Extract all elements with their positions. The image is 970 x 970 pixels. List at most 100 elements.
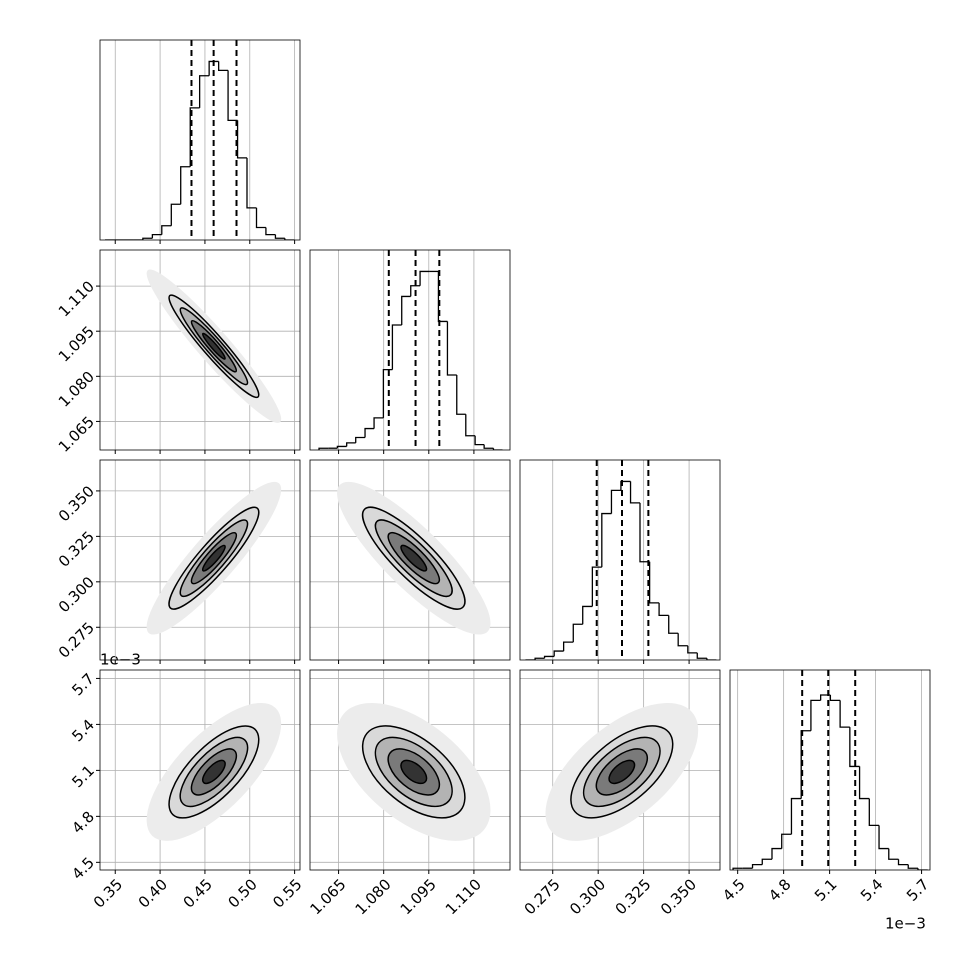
- histogram-bin: [336, 445, 347, 449]
- panel-frame: [99, 39, 301, 241]
- histogram-bin: [543, 655, 555, 659]
- panel: [100, 670, 300, 870]
- panel: [310, 670, 510, 870]
- histogram-bin: [668, 615, 679, 634]
- x-tick-label: 0.40: [135, 875, 171, 911]
- histogram-bin: [917, 868, 928, 870]
- histogram-bin: [572, 623, 583, 643]
- y-tick-label: 1.080: [55, 368, 98, 411]
- panel: [520, 670, 720, 870]
- contour: [201, 332, 226, 360]
- panel-frame: [99, 249, 301, 451]
- histogram-bin: [284, 238, 295, 240]
- histogram-bin: [274, 234, 285, 239]
- histogram-bin: [382, 368, 393, 418]
- panel: [105, 40, 296, 240]
- histogram-bin: [810, 699, 821, 731]
- histogram-bin: [189, 107, 200, 167]
- histogram-bin: [790, 797, 802, 835]
- histogram-bin: [246, 157, 257, 209]
- x-tick-label: 1.080: [352, 875, 395, 918]
- x-tick-label: 0.50: [224, 875, 260, 911]
- histogram-bin: [553, 650, 564, 657]
- histogram-bin: [658, 602, 669, 617]
- y-tick-label: 0.325: [55, 528, 98, 571]
- histogram-bin: [492, 448, 503, 450]
- y-tick-label: 5.7: [68, 670, 98, 700]
- histogram-bin: [364, 427, 375, 438]
- histogram-bin: [355, 436, 366, 443]
- contour: [201, 544, 226, 572]
- contour: [201, 759, 226, 785]
- histogram-bin: [562, 641, 574, 652]
- y-tick-label: 5.1: [68, 762, 98, 792]
- panel: [100, 250, 300, 450]
- histogram-bin: [620, 480, 631, 491]
- y-tick-label: 1.065: [55, 413, 98, 456]
- histogram-bin: [318, 447, 329, 450]
- x-tick-label: 5.1: [811, 875, 841, 905]
- contour: [400, 759, 428, 785]
- y-tick-label: 0.350: [55, 482, 98, 525]
- histogram-bin: [781, 833, 792, 849]
- panel-frame: [309, 459, 511, 661]
- histogram-bin: [391, 324, 402, 370]
- histogram-bin: [474, 435, 485, 446]
- y-tick-label: 0.300: [55, 573, 98, 616]
- histogram-bin: [591, 566, 602, 607]
- histogram-bin: [373, 417, 384, 429]
- histogram-bin: [820, 694, 831, 701]
- histogram-bin: [582, 605, 593, 625]
- y-tick-label: 1.110: [55, 277, 98, 320]
- histogram-bin: [687, 645, 698, 654]
- y-tick-label: 4.5: [68, 854, 98, 884]
- contour: [400, 544, 428, 572]
- histogram-bin: [265, 227, 276, 236]
- histogram-bin: [907, 864, 918, 869]
- histogram-bin: [255, 207, 266, 229]
- histogram-bin: [456, 375, 466, 415]
- histogram-bin: [401, 295, 411, 325]
- x-tick-label: 0.300: [566, 875, 609, 918]
- y-offset-label: 1e−3: [100, 651, 141, 669]
- histogram-bin: [151, 233, 162, 239]
- x-tick-label: 1.095: [397, 875, 440, 918]
- histogram-bin: [849, 727, 860, 768]
- histogram-bin: [227, 70, 238, 122]
- x-tick-label: 5.7: [903, 875, 933, 905]
- x-tick-label: 0.325: [612, 875, 655, 918]
- histogram-bin: [839, 700, 850, 728]
- x-tick-label: 5.4: [857, 875, 887, 905]
- histogram-bin: [829, 695, 841, 702]
- histogram-bin: [208, 60, 219, 76]
- histogram-bin: [878, 825, 889, 850]
- panel: [318, 250, 503, 450]
- x-tick-label: 1.110: [442, 875, 485, 918]
- histogram-bin: [601, 512, 612, 568]
- histogram-bin: [751, 863, 763, 869]
- histogram-bin: [696, 652, 707, 659]
- panel: [310, 460, 510, 660]
- y-tick-label: 0.275: [55, 619, 98, 662]
- histogram-bin: [534, 657, 545, 660]
- x-tick-label: 0.55: [269, 875, 305, 911]
- panel: [732, 670, 928, 870]
- histogram-bin: [410, 285, 421, 297]
- histogram-bin: [161, 225, 172, 235]
- x-tick-label: 0.350: [657, 875, 700, 918]
- x-tick-label: 0.35: [90, 875, 126, 911]
- histogram-bin: [897, 859, 909, 866]
- histogram-bin: [888, 848, 899, 860]
- x-tick-label: 0.45: [180, 875, 216, 911]
- histogram-bin: [858, 766, 870, 800]
- histogram-bin: [346, 442, 356, 447]
- histogram-bin: [629, 481, 640, 504]
- histogram-bin: [639, 502, 650, 563]
- x-tick-label: 4.5: [719, 875, 749, 905]
- histogram-bin: [771, 847, 782, 860]
- histogram-bin: [648, 561, 660, 604]
- y-tick-label: 1.095: [55, 322, 98, 365]
- histogram-bin: [761, 858, 772, 865]
- panel-frame: [519, 459, 721, 661]
